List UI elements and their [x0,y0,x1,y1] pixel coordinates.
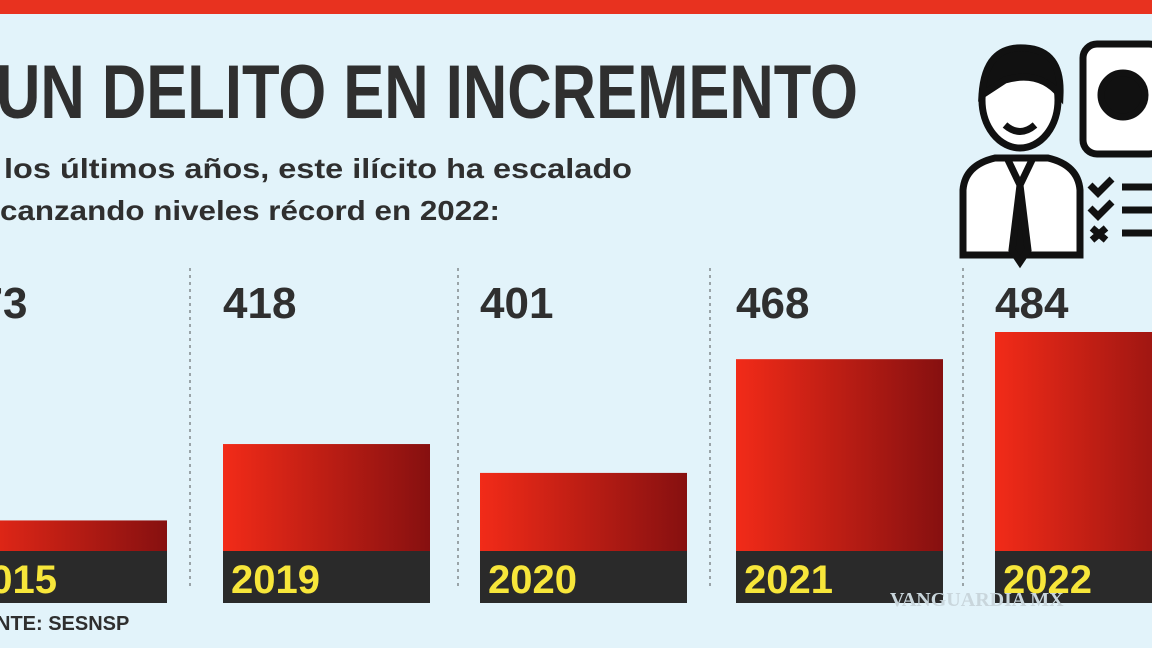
chart-title: UN DELITO EN INCREMENTO [0,50,858,135]
icon [959,40,1152,269]
source: FUENTE: SESNSP [0,613,129,635]
value-label: 484 [995,279,1069,328]
subtitle: canzando niveles récord en 2022: [0,195,500,226]
top-stripe [0,0,1152,14]
year-box [995,551,1152,603]
value-label: 468 [736,279,809,328]
subtitle: los últimos años, este ilícito ha escala… [4,153,632,184]
year-box [223,551,430,603]
year-label: 2022 [1003,558,1092,602]
value-label: 418 [223,279,296,328]
year-box [736,551,943,603]
year-box [0,551,167,603]
year-label: 2015 [0,558,57,602]
value-label: 401 [480,279,553,328]
bar [480,472,687,551]
bar [995,332,1152,551]
year-label: 2020 [488,558,577,602]
bar [223,444,430,551]
bar [0,520,167,551]
bar [736,359,943,551]
year-box [480,551,687,603]
watermark: VANGUARDIA MX [890,589,1064,611]
value-label: 373 [0,279,27,328]
year-label: 2021 [744,558,833,602]
year-label: 2019 [231,558,320,602]
